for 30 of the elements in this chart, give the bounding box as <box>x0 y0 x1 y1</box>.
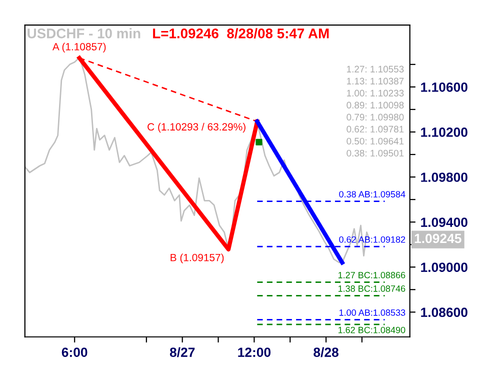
annotation: A (1.10857) <box>52 42 106 52</box>
series-label: 1.62 BC:1.08490 <box>338 326 406 334</box>
x-tick-label: 12:00 <box>238 348 271 357</box>
annotation: 1.27: 1.10553 <box>347 66 404 72</box>
y-tick-label: 1.09800 <box>421 172 468 182</box>
series-label: 1.38 BC:1.08746 <box>338 285 406 292</box>
chart-subtitle: L=1.09246 8/28/08 5:47 AM <box>153 28 329 38</box>
series-label: 1.27 BC:1.08866 <box>338 272 406 278</box>
y-tick-label: 1.08600 <box>421 308 468 318</box>
annotation: 0.89: 1.10098 <box>346 102 404 108</box>
y-tick-label: 1.09400 <box>421 218 468 227</box>
annotation: C (1.10293 / 63.29%) <box>148 122 246 133</box>
y-tick-label: 1.10600 <box>421 82 468 92</box>
annotation: 0.38: 1.09501 <box>346 150 404 157</box>
annotation: 1.00: 1.10233 <box>347 90 404 96</box>
x-tick-label: 6:00 <box>62 348 88 357</box>
text: 1.09245 <box>414 234 462 244</box>
annotation: 0.79: 1.09980 <box>346 114 404 120</box>
annotation: B (1.09157) <box>170 254 224 264</box>
chart-title: USDCHF - 10 min <box>28 28 140 38</box>
series-label: 0.38 AB:1.09584 <box>339 191 406 198</box>
y-tick-label: 1.09000 <box>421 262 468 272</box>
y-tick-label: 1.10200 <box>421 128 468 137</box>
annotation: 0.50: 1.09641 <box>346 138 404 145</box>
annotation: 0.62: 1.09781 <box>346 126 404 132</box>
series-label: 1.00 AB:1.08533 <box>339 309 406 316</box>
x-tick-label: 8/28 <box>314 347 338 358</box>
x-tick-label: 8/27 <box>170 347 195 358</box>
series-label: 0.62 AB:1.09182 <box>339 236 406 243</box>
annotation: 1.13: 1.10387 <box>347 78 404 84</box>
